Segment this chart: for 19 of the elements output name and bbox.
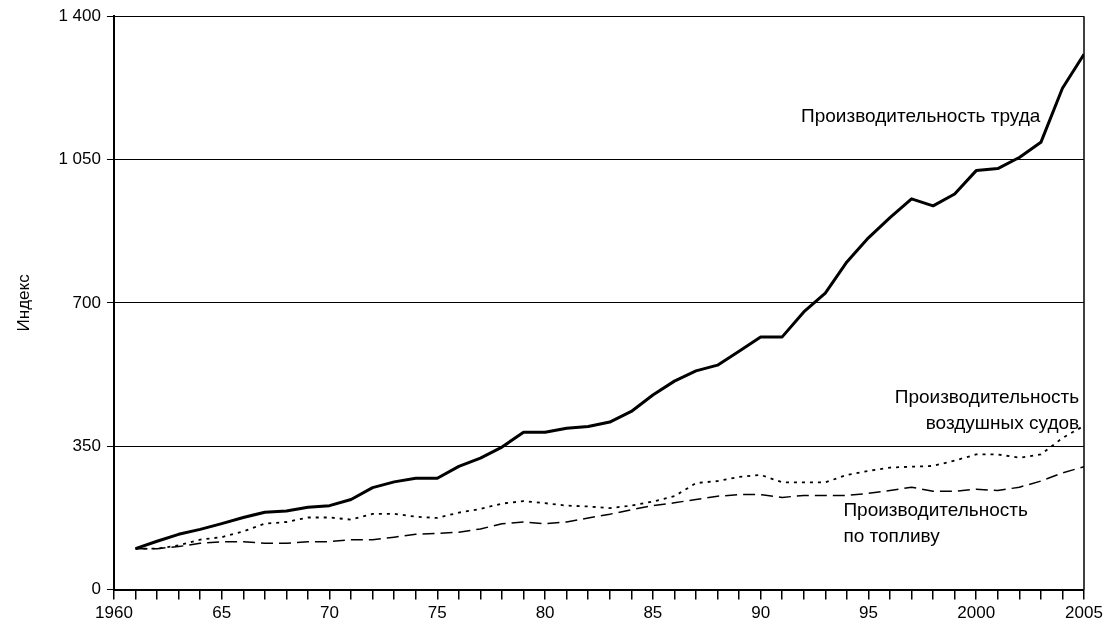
y-tick-label: 1 400 (58, 5, 101, 25)
x-tick-label: 85 (643, 603, 663, 623)
x-tick-label: 90 (751, 603, 771, 623)
y-tick-label: 700 (72, 292, 101, 312)
series-label: Производительность по топливу (843, 498, 1028, 546)
x-tick-label: 65 (212, 603, 232, 623)
x-tick-label: 2000 (957, 603, 996, 623)
x-tick-label: 70 (320, 603, 339, 623)
x-tick-label: 75 (427, 603, 447, 623)
x-tick-label: 80 (535, 603, 555, 623)
y-tick-label: 0 (91, 579, 101, 599)
x-tick-label: 1960 (95, 603, 133, 623)
y-tick-label: 350 (72, 435, 101, 455)
y-axis-title: Индекс (13, 273, 33, 332)
x-tick-label: 95 (858, 603, 878, 623)
series-label: Производительность труда (801, 104, 1041, 126)
y-tick-label: 1 050 (58, 149, 101, 169)
series-label: Производительность воздушных судов (894, 386, 1080, 434)
x-tick-label: 2005 (1065, 603, 1103, 623)
